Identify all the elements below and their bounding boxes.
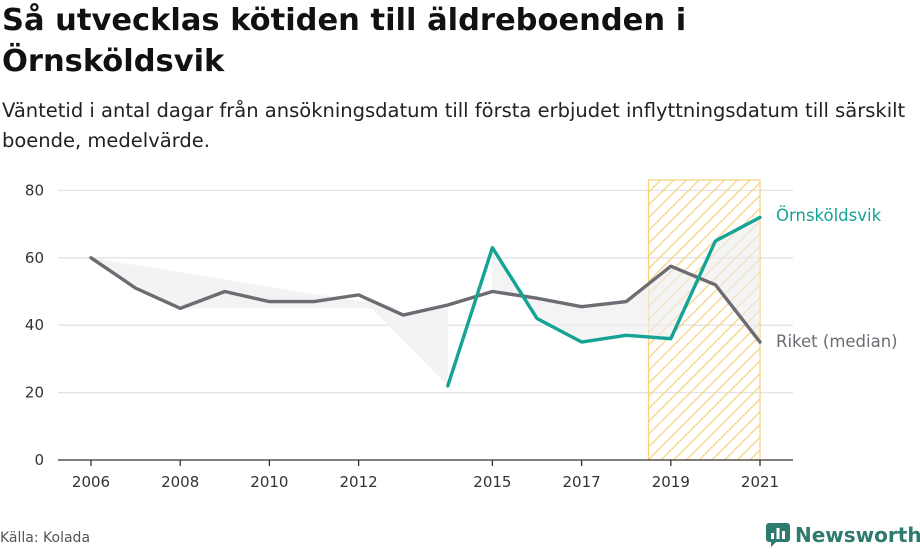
source-note: Källa: Kolada (0, 530, 91, 546)
x-tick-label: 2006 (72, 473, 110, 491)
x-tick-label: 2008 (161, 473, 199, 491)
series-line-riket (89, 256, 762, 344)
fill-area (91, 257, 404, 309)
x-tick-label: 2017 (563, 473, 601, 491)
axes: 0 20 40 60 80 2006 2008 2010 2012 2015 2017 2019 202… (25, 181, 793, 491)
newsworthy-logo: Newsworthy (765, 520, 920, 552)
series-line-ornskoldsvik (446, 215, 762, 388)
x-tick-label: 2019 (652, 473, 690, 491)
series-lines (89, 215, 762, 388)
y-tick-label: 0 (34, 451, 44, 469)
y-tick-label: 60 (25, 249, 44, 267)
bar-chart-speech-icon (766, 523, 790, 547)
fill-area (358, 294, 448, 386)
series-label-riket: Riket (median) (776, 332, 898, 351)
x-tick-label: 2012 (340, 473, 378, 491)
series-labels: Örnsköldsvik Riket (median) (776, 206, 898, 351)
x-tick-label: 2010 (250, 473, 288, 491)
chart-subtitle: Väntetid i antal dagar från ansökningsda… (2, 99, 906, 152)
brand-name: Newsworthy (795, 523, 920, 547)
difference-fill (91, 217, 760, 386)
chart-title: Så utvecklas kötiden till äldreboenden i… (2, 3, 687, 79)
series-label-ornskoldsvik: Örnsköldsvik (776, 206, 882, 225)
x-tick-label: 2021 (741, 473, 779, 491)
fill-area (492, 217, 760, 343)
y-tick-label: 40 (25, 316, 44, 334)
y-tick-label: 20 (25, 384, 44, 402)
x-tick-label: 2015 (473, 473, 511, 491)
y-tick-label: 80 (25, 181, 44, 199)
